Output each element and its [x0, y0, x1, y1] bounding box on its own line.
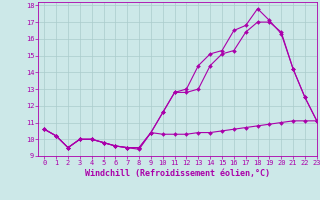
- X-axis label: Windchill (Refroidissement éolien,°C): Windchill (Refroidissement éolien,°C): [85, 169, 270, 178]
